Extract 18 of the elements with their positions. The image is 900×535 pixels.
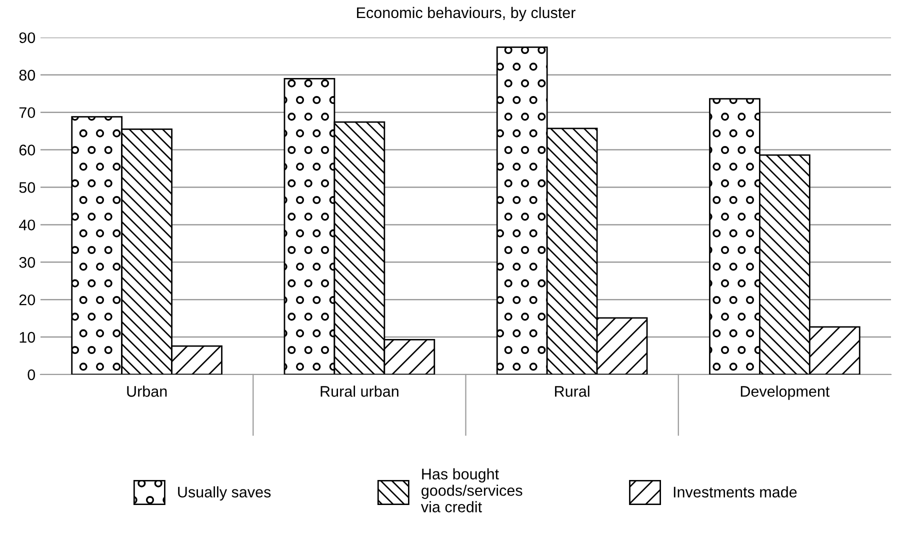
legend-label: Investments made bbox=[674, 486, 797, 498]
legend-label: Has bought goods/services via credit bbox=[420, 468, 522, 512]
y-tick-label: 10 bbox=[20, 332, 36, 343]
y-tick-label: 0 bbox=[28, 369, 36, 380]
y-tick-label: 30 bbox=[19, 257, 36, 268]
y-tick-label: 60 bbox=[19, 144, 36, 156]
legend-label: Usually saves bbox=[178, 486, 271, 501]
x-tick-label: Rural bbox=[555, 386, 590, 397]
y-tick-label: 50 bbox=[19, 182, 36, 193]
x-tick-label: Development bbox=[740, 386, 830, 400]
chart-title: Economic behaviours, by cluster bbox=[357, 6, 576, 22]
y-tick-label: 20 bbox=[19, 294, 36, 306]
y-tick-label: 70 bbox=[19, 107, 36, 118]
x-tick-label: Urban bbox=[127, 386, 167, 397]
y-tick-label: 80 bbox=[19, 70, 36, 81]
y-tick-label: 40 bbox=[19, 220, 36, 230]
x-tick-label: Rural urban bbox=[320, 386, 398, 397]
y-tick-label: 90 bbox=[19, 32, 36, 44]
